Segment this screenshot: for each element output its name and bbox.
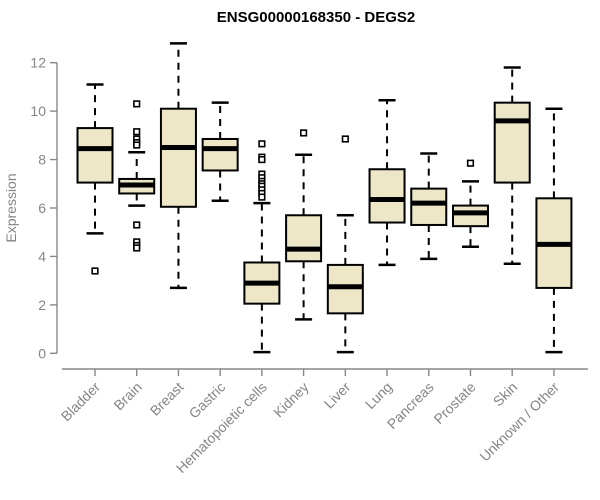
x-category-label: Kidney (270, 379, 312, 421)
box-pancreas (410, 187, 448, 226)
chart-title: ENSG00000168350 - DEGS2 (217, 9, 415, 26)
outlier-hematopoietic-cells (258, 140, 266, 148)
box-skin (493, 101, 531, 184)
outlier-hematopoietic-cells (258, 155, 266, 164)
y-axis-label: Expression (3, 173, 19, 242)
outlier-brain (133, 128, 141, 136)
box-kidney (285, 214, 323, 263)
y-tick-label: 2 (38, 297, 46, 313)
y-tick-label: 12 (30, 55, 46, 71)
y-tick-label: 10 (30, 103, 46, 119)
box-bladder (76, 127, 114, 184)
x-category-label: Unknown / Other (476, 379, 562, 465)
x-category-label: Liver (321, 379, 354, 412)
box-breast (159, 107, 197, 208)
outlier-bladder (91, 267, 99, 275)
y-tick-label: 6 (38, 200, 46, 216)
x-category-label: Breast (147, 379, 187, 419)
box-prostate (451, 204, 489, 228)
x-category-label: Skin (490, 379, 521, 410)
y-tick-label: 0 (38, 345, 46, 361)
x-category-label: Bladder (58, 379, 104, 425)
y-tick-label: 4 (38, 248, 46, 264)
y-tick-label: 8 (38, 152, 46, 168)
x-category-label: Lung (362, 379, 395, 412)
outlier-kidney (299, 129, 308, 137)
x-category-label: Prostate (430, 379, 478, 427)
outlier-brain (133, 244, 141, 252)
outlier-liver (341, 135, 349, 143)
outlier-brain (133, 141, 141, 149)
outlier-brain (133, 100, 141, 108)
box-lung (368, 168, 406, 224)
x-category-label: Brain (110, 379, 144, 413)
box-gastric (201, 137, 239, 172)
outlier-prostate (466, 159, 475, 167)
outlier-brain (133, 221, 141, 229)
outlier-hematopoietic-cells (258, 193, 266, 201)
